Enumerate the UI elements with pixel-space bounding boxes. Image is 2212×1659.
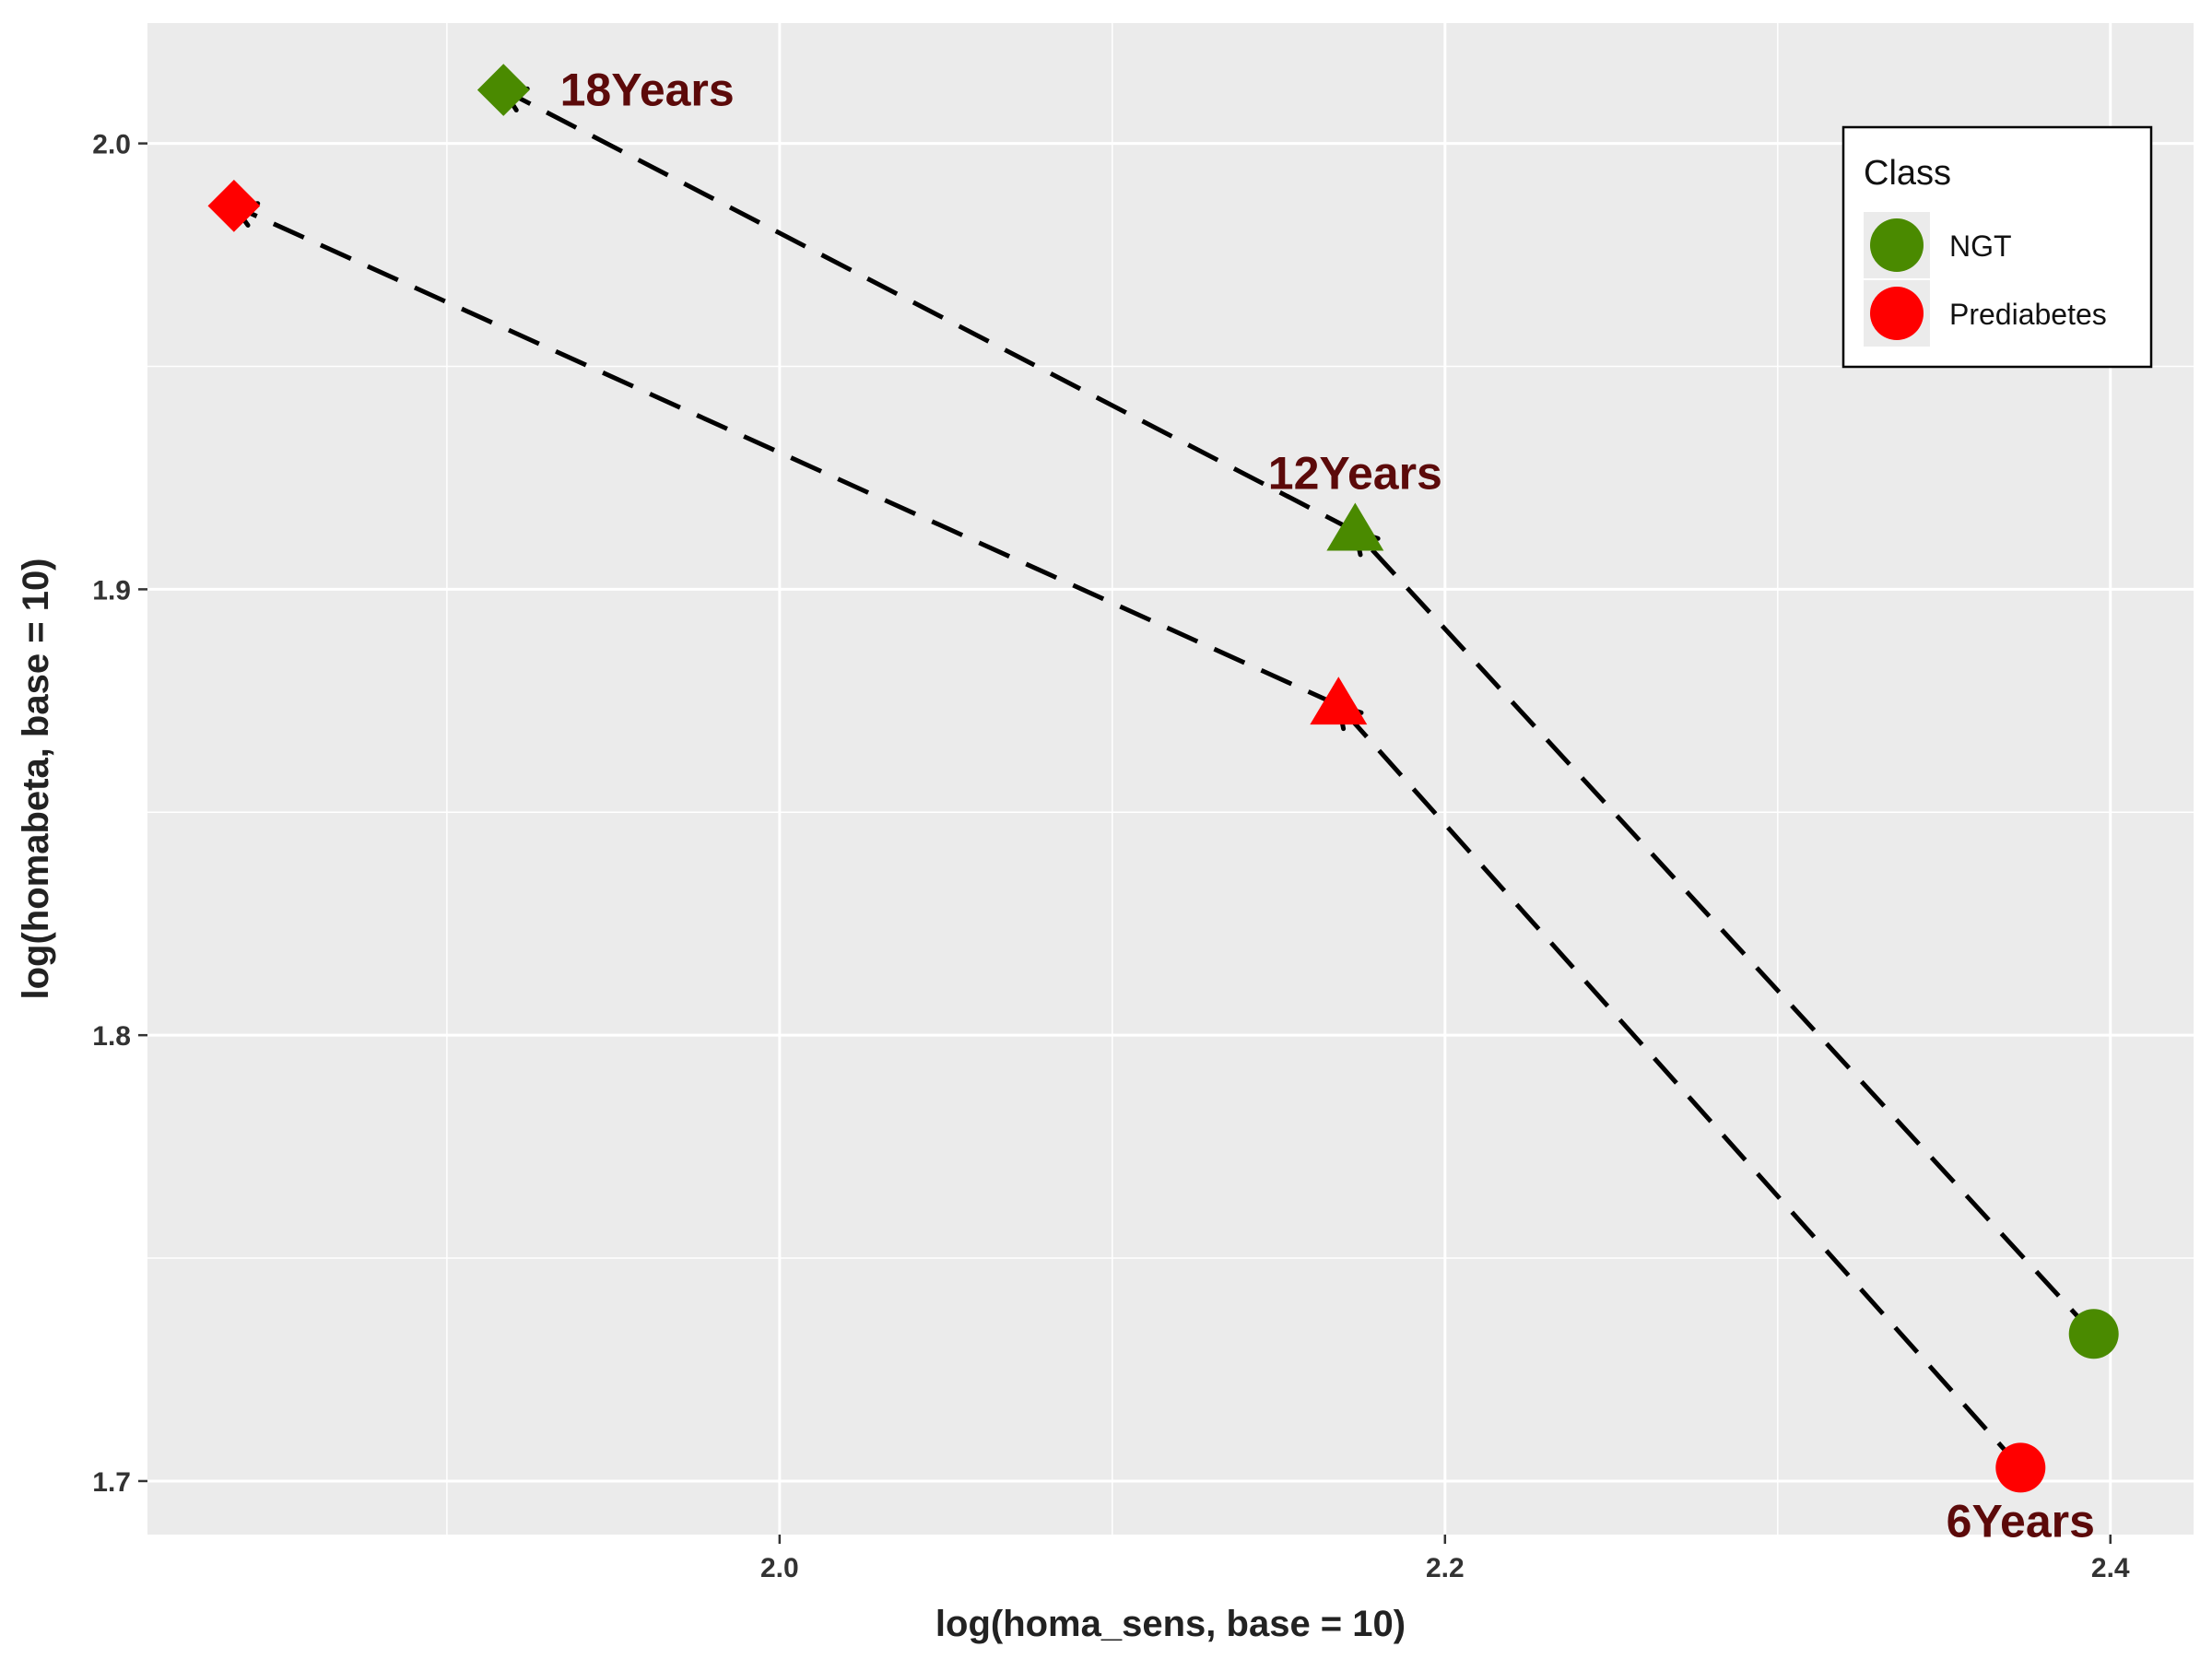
x-tick-label: 2.4 — [2091, 1553, 2130, 1583]
legend-entries: NGT Prediabetes — [1864, 212, 2107, 347]
y-tick-label: 1.8 — [92, 1021, 131, 1052]
annotations: 18Years 12Years 6Years — [560, 65, 2095, 1547]
point-ngt-diamond — [477, 64, 530, 116]
y-tick-label: 2.0 — [92, 130, 131, 160]
annotation-label: 6Years — [1947, 1495, 2095, 1547]
trajectory-segment — [232, 204, 1340, 708]
legend-label-prediabetes: Prediabetes — [1949, 298, 2107, 331]
point-prediabetes-triangle — [1310, 677, 1368, 725]
legend: Class NGT Prediabetes — [1841, 125, 2153, 369]
data-points — [207, 64, 2119, 1493]
x-axis-title: log(homa_sens, base = 10) — [935, 1604, 1406, 1644]
major-gridlines — [147, 23, 2194, 1535]
annotation-label: 18Years — [560, 65, 735, 116]
point-ngt-circle — [2068, 1309, 2119, 1359]
x-tick-label: 2.2 — [1426, 1553, 1465, 1583]
annotation-label: 12Years — [1268, 448, 1442, 500]
legend-title: Class — [1864, 154, 1951, 193]
y-axis-title: log(homabeta, base = 10) — [16, 558, 56, 999]
y-tick-label: 1.9 — [92, 575, 131, 606]
y-tick-label: 1.7 — [92, 1467, 131, 1498]
legend-label-ngt: NGT — [1949, 229, 2012, 263]
legend-key-ngt — [1870, 218, 1924, 272]
trajectory-segment — [1353, 529, 2096, 1335]
trajectory-segment — [502, 88, 1357, 534]
y-axis-ticks: 1.7 1.8 1.9 2.0 — [92, 130, 147, 1498]
x-axis-ticks: 2.0 2.2 2.4 — [760, 1535, 2130, 1583]
point-prediabetes-diamond — [207, 179, 261, 232]
point-ngt-triangle — [1326, 502, 1384, 551]
trajectory-segment — [1336, 703, 2023, 1470]
point-prediabetes-circle — [1995, 1442, 2046, 1493]
x-tick-label: 2.0 — [760, 1553, 799, 1583]
legend-key-prediabetes — [1870, 287, 1924, 340]
